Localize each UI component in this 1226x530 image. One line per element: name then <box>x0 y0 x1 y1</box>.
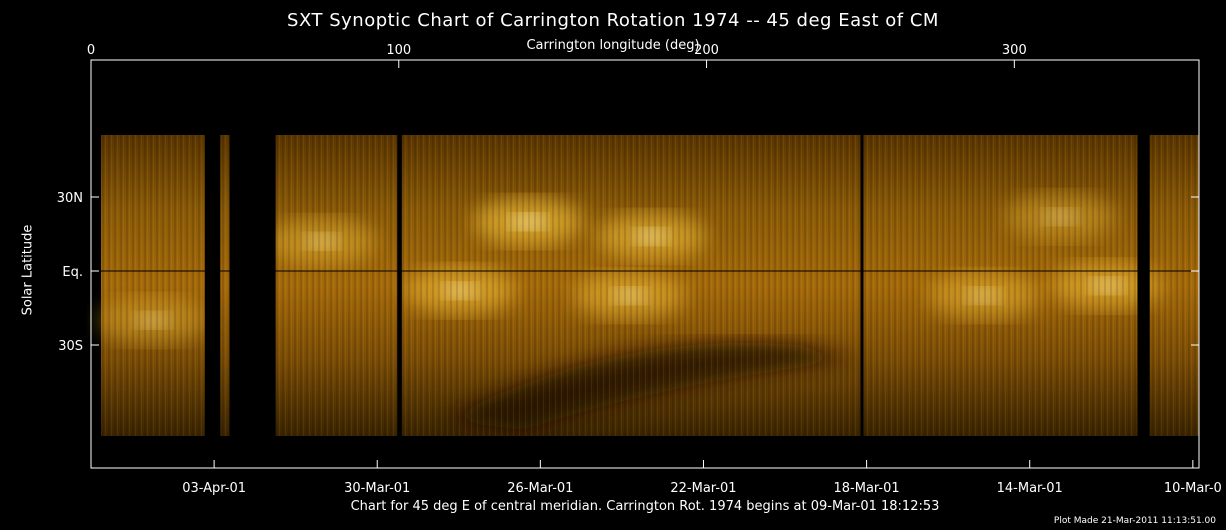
bottom-tick-label-0: 03-Apr-01 <box>182 481 246 496</box>
y-tick-label-1: Eq. <box>62 265 83 280</box>
data-gap-2 <box>397 133 402 438</box>
chart-caption: Chart for 45 deg E of central meridian. … <box>350 499 940 514</box>
data-gap-4 <box>1137 133 1150 438</box>
data-gap-3 <box>860 133 864 438</box>
top-tick-label-1: 100 <box>386 43 411 58</box>
bottom-tick-label-2: 26-Mar-01 <box>507 481 573 496</box>
top-tick-label-3: 300 <box>1002 43 1027 58</box>
y-tick-label-0: 30N <box>57 191 83 206</box>
chart-axes: 0 100 200 300 30N Eq. 30S 03-Apr-01 30-Mar-01 26-… <box>57 43 1222 496</box>
plot-frame <box>90 59 1200 469</box>
bottom-tick-label-5: 14-Mar-01 <box>997 481 1063 496</box>
bottom-tick-label-4: 18-Mar-01 <box>834 481 900 496</box>
y-tick-label-2: 30S <box>58 339 83 354</box>
top-tick-label-0: 0 <box>87 43 95 58</box>
bottom-tick-label-1: 30-Mar-01 <box>344 481 410 496</box>
chart-title: SXT Synoptic Chart of Carrington Rotatio… <box>287 10 939 31</box>
top-axis-label: Carrington longitude (deg) <box>526 38 700 53</box>
synoptic-image <box>97 133 1199 438</box>
data-gap-0 <box>204 133 221 438</box>
bottom-tick-label-3: 22-Mar-01 <box>670 481 736 496</box>
plot-made-stamp: Plot Made 21-Mar-2011 11:13:51.00 <box>1053 516 1216 526</box>
top-tick-label-2: 200 <box>694 43 719 58</box>
image-streaks <box>101 135 1199 436</box>
data-gap-1 <box>229 133 276 438</box>
bottom-tick-label-6: 10-Mar-0 <box>1164 481 1222 496</box>
